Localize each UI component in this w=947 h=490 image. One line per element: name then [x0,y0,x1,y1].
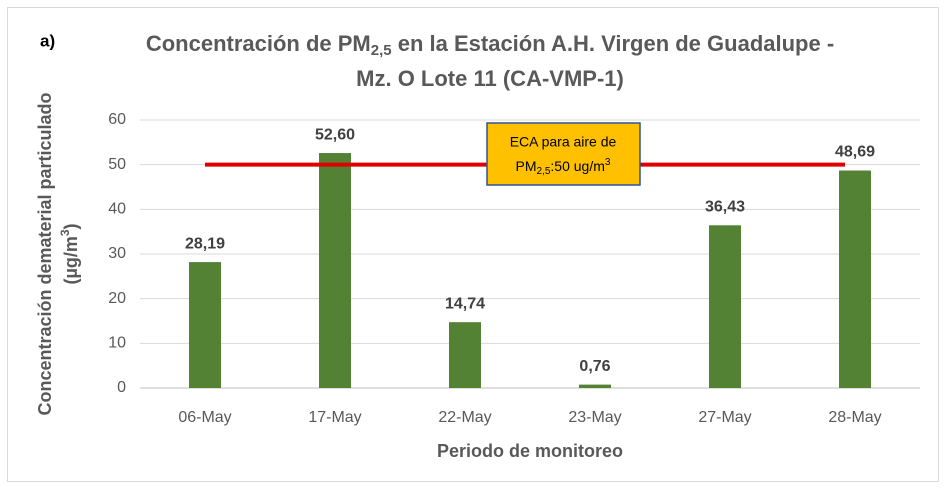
bar [579,384,611,388]
bar [839,170,871,388]
title-subscript: 2,5 [371,42,392,59]
bar [709,225,741,388]
value-label: 14,74 [445,295,485,312]
y-axis-label: Concentración dematerial particulado [35,92,55,415]
value-label: 36,43 [705,198,745,215]
unit-part: ) [61,223,81,229]
y-tick-label: 20 [108,290,126,307]
y-tick-label: 50 [108,156,126,173]
x-tick-label: 27-May [698,409,751,426]
y-tick-label: 10 [108,335,126,352]
unit-part: (µg/m [61,236,81,284]
value-label: 48,69 [835,144,875,161]
reference-label: PM2,5:50 ug/m3 [516,157,611,177]
label-part: PM [516,158,537,174]
value-label: 52,60 [315,126,355,143]
bar [189,262,221,388]
unit-superscript: 3 [58,229,72,236]
title-part: en la Estación A.H. Virgen de Guadalupe … [392,31,835,56]
reference-label: ECA para aire de [510,134,617,150]
label-subscript: 2,5 [537,166,551,177]
panel-label: a) [40,31,55,50]
x-axis-label: Periodo de monitoreo [437,441,623,461]
chart-title: Concentración de PM2,5 en la Estación A.… [146,31,834,59]
y-tick-label: 40 [108,201,126,218]
label-superscript: 3 [605,157,611,168]
chart-border [7,7,939,482]
value-label: 0,76 [579,358,610,375]
y-tick-label: 0 [117,379,126,396]
value-label: 28,19 [185,235,225,252]
y-axis-label-unit: (µg/m3) [58,223,81,284]
chart-title-line2: Mz. O Lote 11 (CA-VMP-1) [356,66,624,91]
title-part: Concentración de PM [146,31,371,56]
bar [449,322,481,388]
x-tick-label: 06-May [178,409,231,426]
x-tick-label: 22-May [438,409,491,426]
x-tick-label: 28-May [828,409,881,426]
bar [319,153,351,388]
label-part: :50 ug/m [550,158,604,174]
reference-label-box [486,122,641,186]
y-tick-label: 60 [108,111,126,128]
y-tick-label: 30 [108,245,126,262]
x-tick-label: 17-May [308,409,361,426]
x-tick-label: 23-May [568,409,621,426]
